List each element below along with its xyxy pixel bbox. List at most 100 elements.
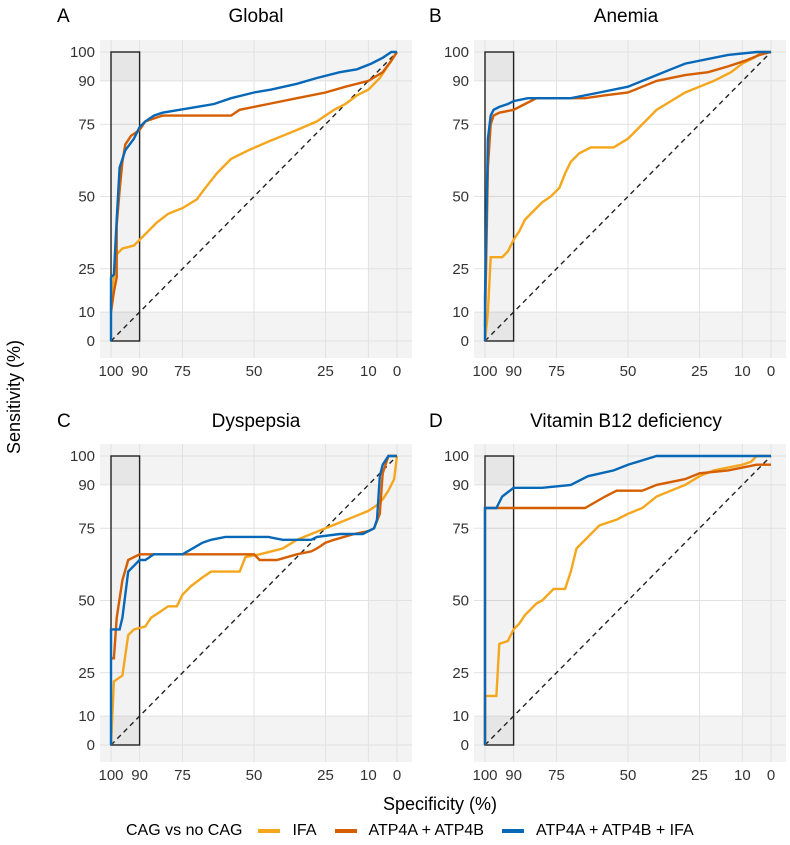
shaded-band — [368, 40, 412, 358]
roc-curve-atp4a-atp4b-ifa — [109, 454, 397, 745]
x-tick-label: 75 — [548, 767, 565, 784]
legend-item-atp4a-atp4b: ATP4A + ATP4B — [334, 822, 484, 840]
panel-title: Anemia — [594, 6, 659, 27]
y-axis-title: Sensitivity (%) — [4, 340, 24, 454]
legend-swatch-atp4a-atp4b-ifa — [501, 829, 524, 833]
panel-letter: D — [429, 411, 443, 432]
x-tick-label: 0 — [393, 363, 401, 380]
roc-curve-ifa — [483, 50, 771, 342]
x-tick-label: 75 — [174, 363, 191, 380]
y-tick-label: 10 — [452, 708, 469, 725]
x-tick-label: 50 — [620, 767, 637, 784]
panel-letter: C — [57, 411, 71, 432]
legend-label-atp4a-atp4b: ATP4A + ATP4B — [368, 822, 484, 839]
x-tick-label: 0 — [767, 767, 775, 784]
y-tick-label: 100 — [444, 44, 469, 61]
reference-diagonal — [484, 51, 772, 342]
x-tick-label: 25 — [691, 767, 708, 784]
x-tick-label: 50 — [620, 363, 637, 380]
reference-diagonal — [484, 455, 772, 746]
legend-item-ifa: IFA — [258, 822, 317, 840]
reference-diagonal — [110, 455, 398, 746]
x-tick-label: 0 — [393, 767, 401, 784]
y-tick-label: 50 — [78, 593, 95, 610]
y-tick-label: 0 — [87, 737, 95, 754]
y-tick-label: 50 — [452, 189, 469, 206]
highlight-box — [110, 51, 141, 342]
y-tick-label: 100 — [70, 44, 95, 61]
plot-background — [100, 444, 412, 762]
x-tick-label: 25 — [691, 363, 708, 380]
plot-background — [474, 444, 786, 762]
x-tick-label: 10 — [360, 363, 377, 380]
plot-background — [474, 40, 786, 358]
shaded-band — [474, 716, 786, 762]
x-tick-label: 25 — [317, 767, 334, 784]
shaded-band — [742, 40, 786, 358]
x-tick-label: 100 — [472, 363, 497, 380]
shaded-band — [100, 444, 412, 485]
y-tick-label: 90 — [78, 477, 95, 494]
x-tick-label: 50 — [246, 363, 263, 380]
y-tick-label: 75 — [78, 520, 95, 537]
roc-curve-atp4a-atp4b-ifa — [483, 50, 771, 341]
y-tick-label: 0 — [461, 333, 469, 350]
shaded-band — [100, 716, 412, 762]
plot-background — [100, 40, 412, 358]
legend-swatch-ifa — [258, 829, 281, 833]
y-tick-label: 10 — [452, 304, 469, 321]
legend-item-atp4a-atp4b-ifa: ATP4A + ATP4B + IFA — [501, 822, 694, 840]
panel-title: Dyspepsia — [212, 411, 301, 432]
panel-title: Vitamin B12 deficiency — [530, 411, 722, 432]
x-tick-label: 10 — [734, 363, 751, 380]
x-axis-title: Specificity (%) — [383, 794, 497, 814]
y-tick-label: 90 — [78, 73, 95, 90]
panel-letter: A — [57, 6, 70, 27]
x-tick-label: 10 — [360, 767, 377, 784]
x-tick-label: 10 — [734, 767, 751, 784]
x-tick-label: 100 — [98, 767, 123, 784]
y-tick-label: 100 — [444, 448, 469, 465]
x-tick-label: 50 — [246, 767, 263, 784]
x-tick-label: 90 — [505, 767, 522, 784]
reference-diagonal — [110, 51, 398, 342]
y-tick-label: 25 — [452, 665, 469, 682]
y-tick-label: 75 — [452, 520, 469, 537]
roc-curve-atp4a-atp4b-ifa — [109, 50, 397, 341]
x-tick-label: 90 — [131, 767, 148, 784]
y-tick-label: 100 — [70, 448, 95, 465]
y-tick-label: 10 — [78, 708, 95, 725]
y-tick-label: 0 — [87, 333, 95, 350]
y-tick-label: 75 — [452, 116, 469, 133]
y-tick-label: 50 — [452, 593, 469, 610]
x-tick-label: 90 — [131, 363, 148, 380]
legend-title: CAG vs no CAG — [126, 822, 243, 839]
highlight-box — [484, 455, 515, 746]
legend-label-atp4a-atp4b-ifa: ATP4A + ATP4B + IFA — [535, 822, 694, 839]
y-tick-label: 25 — [78, 261, 95, 278]
shaded-band — [368, 444, 412, 762]
y-tick-label: 90 — [452, 477, 469, 494]
y-tick-label: 50 — [78, 189, 95, 206]
legend: CAG vs no CAG IFA ATP4A + ATP4B ATP4A + … — [126, 820, 712, 842]
x-tick-label: 75 — [174, 767, 191, 784]
y-tick-label: 25 — [452, 261, 469, 278]
legend-swatch-atp4a-atp4b — [334, 829, 357, 833]
y-tick-label: 0 — [461, 737, 469, 754]
legend-label-ifa: IFA — [292, 822, 317, 839]
shaded-band — [100, 40, 412, 81]
y-tick-label: 90 — [452, 73, 469, 90]
x-tick-label: 100 — [98, 363, 123, 380]
y-tick-label: 10 — [78, 304, 95, 321]
shaded-band — [100, 312, 412, 358]
y-tick-label: 75 — [78, 116, 95, 133]
x-tick-label: 0 — [767, 363, 775, 380]
x-tick-label: 25 — [317, 363, 334, 380]
roc-curve-atp4a-atp4b — [483, 50, 772, 327]
shaded-band — [474, 312, 786, 358]
roc-curve-atp4a-atp4b-ifa — [483, 454, 771, 745]
